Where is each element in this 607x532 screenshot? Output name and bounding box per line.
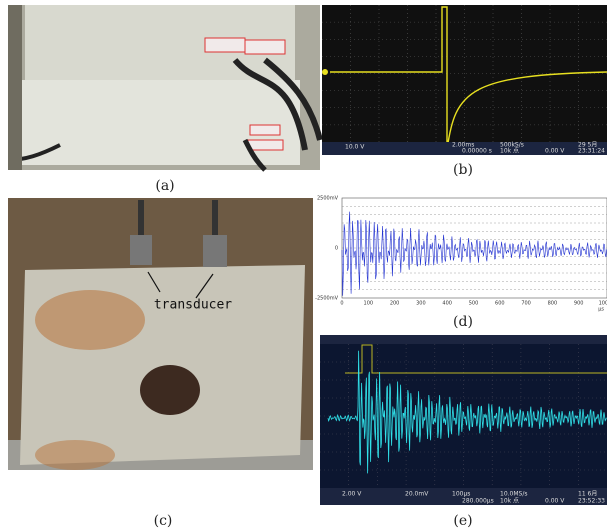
- scope-b: 10.0 V 2.00ms 0.00000 s 500kS/s 10k 点 0.…: [322, 5, 607, 155]
- panel-label: (e): [453, 513, 472, 529]
- points: 10k 点: [500, 497, 519, 505]
- ch1-scale: 10.0 V: [345, 144, 365, 151]
- x-tick-label: 0: [340, 301, 343, 307]
- y-tick-label: -2500mV: [315, 296, 338, 302]
- photo-a: [8, 5, 320, 170]
- panel-label: (d): [453, 314, 473, 330]
- x-tick-label: 600: [495, 301, 505, 307]
- x-tick-label: 500: [469, 301, 479, 307]
- points: 10k 点: [500, 147, 519, 155]
- x-tick-label: 400: [442, 301, 452, 307]
- scope-e: 2.00 V 20.0mV 100μs 280.000μs 10.0MS/s 1…: [320, 335, 607, 505]
- photo-c: transducer: [8, 198, 313, 470]
- time: 23:52:33: [578, 498, 605, 505]
- x-tick-label: 700: [521, 301, 531, 307]
- figure: 10.0 V 2.00ms 0.00000 s 500kS/s 10k 点 0.…: [0, 0, 607, 532]
- y-tick-label: 2500mV: [317, 196, 339, 202]
- ch1-scale: 2.00 V: [342, 491, 362, 498]
- x-tick-label: 300: [416, 301, 426, 307]
- panel-label: (a): [155, 178, 174, 194]
- timebase: 100μs: [452, 491, 470, 498]
- annotation: transducer: [154, 298, 232, 313]
- x-tick-label: 800: [548, 301, 558, 307]
- time: 23:31:24: [578, 148, 605, 155]
- trigger-level: 0.00 V: [545, 498, 565, 505]
- delay: 0.00000 s: [462, 148, 492, 155]
- date: 11 6月: [578, 491, 597, 498]
- y-tick-label: 0: [335, 246, 338, 252]
- panel-label: (c): [154, 513, 173, 529]
- x-unit: μs: [598, 307, 604, 313]
- trigger-level: 0.00 V: [545, 148, 565, 155]
- panel-label: (b): [453, 162, 473, 178]
- delay: 280.000μs: [462, 498, 494, 505]
- x-tick-label: 900: [574, 301, 584, 307]
- x-tick-label: 200: [390, 301, 400, 307]
- sample-rate: 10.0MS/s: [500, 491, 528, 498]
- ch2-scale: 20.0mV: [405, 491, 429, 498]
- x-tick-label: 100: [364, 301, 374, 307]
